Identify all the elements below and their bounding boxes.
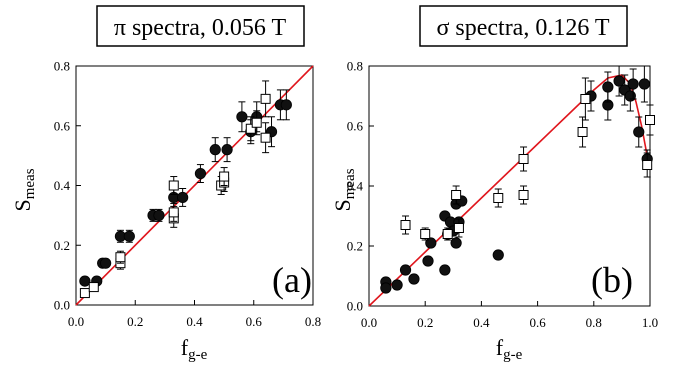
y-tick-label: 0.8 (347, 59, 363, 74)
data-point-circle (425, 237, 437, 249)
plot-marks: 0.0 0.2 0.4 0.6 0.8 1.0 0.0 0.2 0.4 0.6 0.8 (347, 59, 658, 331)
data-point-circle (624, 90, 636, 102)
x-tick-label: 0.0 (361, 315, 377, 330)
x-tick-label: 0.2 (127, 314, 143, 329)
x-tick-label: 0.2 (417, 315, 433, 330)
panel-label: (a) (272, 260, 312, 300)
x-axis-label-sub: g-e (503, 347, 522, 363)
data-point-square (400, 220, 411, 230)
data-point-square (168, 180, 179, 191)
chart-title: σ spectra, 0.126 T (436, 15, 609, 41)
data-point-square (420, 229, 431, 239)
x-axis-label-sub: g-e (188, 347, 207, 363)
data-point-square (79, 288, 90, 299)
y-axis-label-sub: meas (342, 168, 358, 199)
data-point-circle (123, 230, 135, 242)
x-tick-label: 1.0 (642, 315, 658, 330)
data-point-circle (380, 282, 392, 294)
data-point-square (580, 94, 591, 104)
plot-marks: 0.0 0.2 0.4 0.6 0.8 0.0 0.2 0.4 0.6 0.8 (54, 59, 321, 330)
data-point-square (251, 117, 262, 128)
y-tick-label: 0.0 (347, 299, 363, 314)
chart-title-box: π spectra, 0.056 T (96, 5, 305, 47)
data-point-circle (408, 273, 420, 285)
y-tick-label: 0.6 (54, 118, 71, 133)
chart-title: π spectra, 0.056 T (114, 15, 287, 41)
data-point-circle (422, 255, 434, 267)
y-tick-label: 0.0 (54, 298, 70, 313)
data-point-square (493, 193, 504, 203)
x-axis-label: fg-e (181, 335, 208, 363)
data-point-circle (209, 144, 221, 156)
data-point-square (518, 154, 529, 164)
data-point-square (168, 207, 179, 218)
data-point-square (645, 115, 655, 125)
x-axis-label: fg-e (496, 335, 523, 363)
chart-panel-b: σ spectra, 0.126 T 0.0 0.2 0.4 0.6 0.8 1.00.0… (330, 5, 658, 363)
data-point-circle (627, 78, 639, 90)
data-point-circle (221, 144, 233, 156)
y-tick-label: 0.4 (54, 178, 71, 193)
y-tick-label: 0.6 (347, 119, 364, 134)
data-point-circle (450, 237, 462, 249)
data-point-square (245, 123, 256, 134)
data-point-square (518, 190, 529, 200)
y-tick-label: 0.2 (54, 238, 70, 253)
chart-title-box: σ spectra, 0.126 T (419, 5, 628, 47)
data-point-square (453, 223, 464, 233)
x-tick-label: 0.4 (186, 314, 203, 329)
data-point-circle (391, 279, 403, 291)
data-point-circle (153, 209, 165, 221)
panel-label: (b) (591, 260, 633, 300)
x-tick-label: 0.8 (305, 314, 321, 329)
y-tick-label: 0.8 (54, 59, 70, 74)
data-point-square (642, 160, 653, 170)
data-point-square (451, 190, 462, 200)
data-point-circle (399, 264, 412, 276)
chart-panel-a: π spectra, 0.056 T 0.0 0.2 0.4 0.6 0.8 0.0 0.2… (10, 5, 321, 363)
data-point-square (260, 93, 271, 104)
y-axis-label-main: S (330, 199, 355, 211)
x-axis-label-main: f (181, 335, 189, 360)
y-axis-label-main: S (10, 199, 35, 211)
x-tick-label: 0.4 (473, 315, 490, 330)
data-point-circle (280, 99, 292, 111)
x-tick-label: 0.0 (68, 314, 84, 329)
x-tick-label: 0.8 (586, 315, 602, 330)
y-tick-label: 0.2 (347, 239, 363, 254)
data-point-circle (79, 275, 91, 287)
y-tick-label: 0.4 (347, 179, 364, 194)
data-point-square (442, 229, 453, 239)
data-point-square (260, 132, 271, 143)
data-point-circle (638, 78, 650, 90)
data-point-circle (633, 126, 645, 138)
x-axis-label-main: f (496, 335, 504, 360)
y-axis-label: Smeas (10, 168, 38, 211)
data-point-circle (194, 167, 207, 180)
chart-title-frame (96, 5, 305, 47)
data-point-circle (236, 111, 248, 123)
y-axis-label: Smeas (330, 168, 358, 211)
data-point-circle (613, 75, 625, 87)
chart-title-frame (419, 5, 628, 47)
data-point-circle (100, 257, 112, 269)
data-point-circle (602, 81, 614, 93)
y-axis-label-sub: meas (22, 168, 38, 199)
data-point-square (88, 282, 99, 293)
data-point-circle (439, 264, 451, 276)
x-tick-label: 0.6 (246, 314, 263, 329)
data-point-circle (177, 191, 189, 204)
data-point-square (577, 127, 588, 137)
x-tick-label: 0.6 (529, 315, 546, 330)
data-point-square (219, 171, 230, 182)
data-point-square (115, 252, 126, 263)
data-point-circle (492, 249, 504, 261)
